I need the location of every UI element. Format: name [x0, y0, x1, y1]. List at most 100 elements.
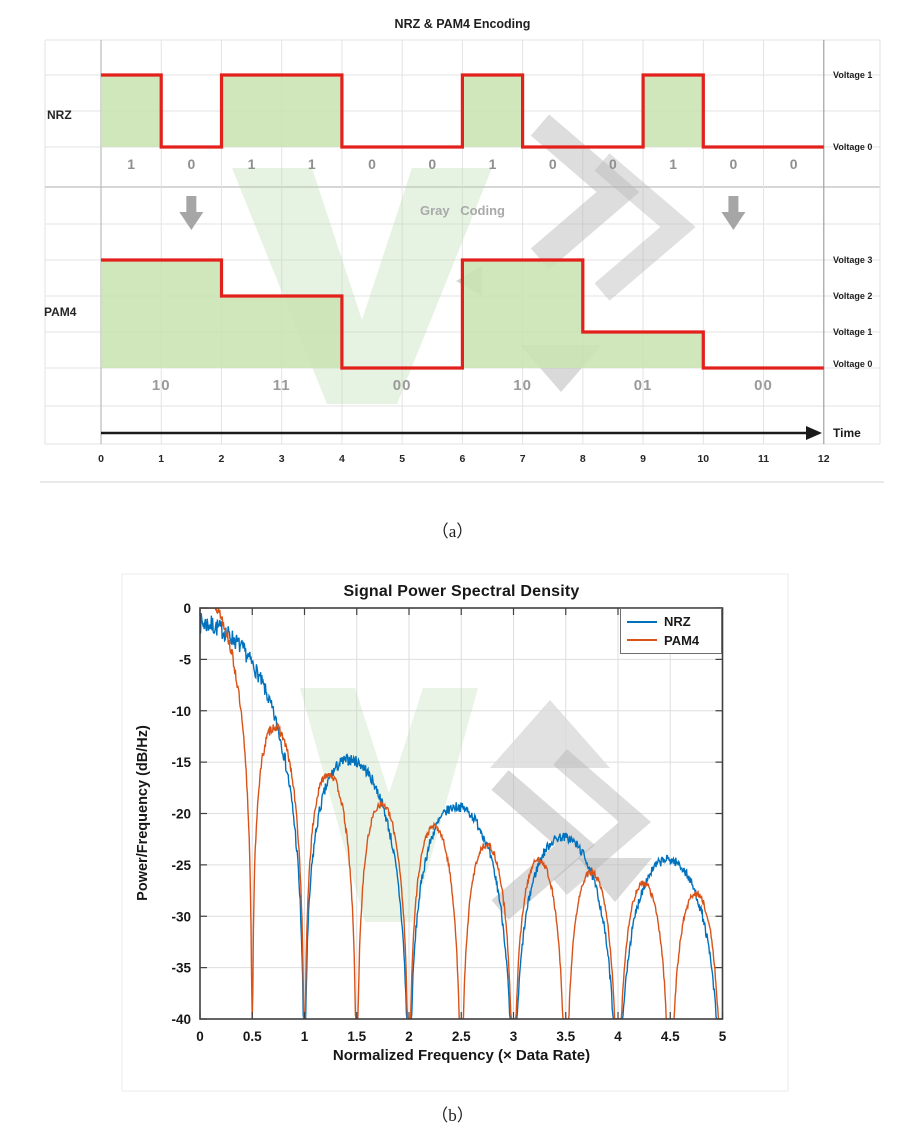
caption-a: （a） [431, 522, 474, 541]
pam4-symbol-label: 01 [634, 377, 653, 394]
voltage-label: Voltage 1 [833, 327, 873, 337]
time-arrowhead-icon [806, 426, 822, 440]
down-arrow-icon [721, 196, 746, 230]
x-tick-label: 2 [405, 1029, 413, 1044]
nrz-waveform [101, 73, 824, 149]
psd-tick-labels: 0 0.5 1 1.5 2 2.5 3 3.5 4 4.5 5 0 -5 -10 -15 -20 -25 -30 -… [171, 601, 726, 1044]
nrz-bit-label: 1 [669, 156, 677, 172]
nrz-bit-label: 0 [730, 156, 738, 172]
time-tick-label: 6 [459, 453, 465, 465]
pam4-fill [582, 332, 704, 368]
nrz-bit-label: 1 [248, 156, 256, 172]
nrz-row-label: NRZ [47, 108, 72, 122]
nrz-bit-label: 0 [187, 156, 195, 172]
watermark-chevron [594, 153, 696, 301]
time-axis: 0 1 2 3 4 5 6 7 8 9 10 11 12 [98, 426, 830, 465]
time-tick-label: 2 [219, 453, 225, 465]
time-tick-label: 9 [640, 453, 646, 465]
time-tick-label: 1 [158, 453, 164, 465]
nrz-bit-label: 1 [308, 156, 316, 172]
encoding-chart-canvas: 1 0 1 1 0 0 1 0 0 1 0 010 11 00 10 01 000 1 2 3 4 5 6 7 8 9 10 11 12 [40, 39, 884, 483]
pam4-fill [462, 260, 583, 368]
nrz-bit-label: 0 [790, 156, 798, 172]
x-tick-label: 0 [196, 1029, 204, 1044]
legend-label-nrz: NRZ [664, 614, 691, 630]
pam4-symbol-label: 10 [152, 377, 171, 394]
time-tick-label: 11 [758, 453, 769, 465]
psd-gridlines [200, 608, 723, 1019]
watermark-figure-b [300, 688, 652, 922]
voltage-label: Voltage 2 [833, 291, 873, 301]
down-arrow-icon [179, 196, 204, 230]
nrz-psd-curve [200, 613, 722, 1019]
pam4-waveform [101, 258, 824, 370]
pam4-fill [221, 296, 342, 368]
voltage-label: Voltage 0 [833, 359, 873, 369]
voltage-label: Voltage 3 [833, 255, 873, 265]
time-axis-label: Time [833, 426, 861, 440]
time-tick-label: 12 [818, 453, 830, 465]
legend-entry-pam4: PAM4 [627, 633, 715, 648]
x-tick-label: 1.5 [347, 1029, 366, 1044]
pam4-row-label: PAM4 [44, 305, 77, 319]
y-tick-label: -15 [171, 755, 191, 770]
time-tick-label: 4 [339, 453, 345, 465]
figure-b-edge [121, 573, 789, 1092]
voltage-label: Voltage 1 [833, 70, 873, 80]
watermark-triangle [578, 858, 652, 902]
nrz-bit-label: 0 [368, 156, 376, 172]
encoding-gridlines [40, 39, 884, 483]
pam4-symbol-label: 00 [754, 377, 773, 394]
gray-coding-label: Gray Coding [419, 203, 505, 218]
caption-b: （b） [431, 1106, 474, 1125]
watermark-triangle [490, 700, 610, 768]
time-tick-label: 8 [580, 453, 586, 465]
y-tick-label: -20 [171, 807, 191, 822]
x-tick-label: 3 [510, 1029, 518, 1044]
pam4-line-sample [627, 639, 657, 642]
watermark-v-logo [300, 688, 478, 922]
time-tick-label: 7 [520, 453, 526, 465]
nrz-high-fill [643, 75, 704, 147]
y-tick-label: -5 [179, 652, 191, 667]
x-tick-label: 3.5 [556, 1029, 575, 1044]
x-tick-label: 4.5 [661, 1029, 680, 1044]
x-tick-label: 4 [614, 1029, 622, 1044]
nrz-high-fill [221, 75, 342, 147]
psd-chart-title: Signal Power Spectral Density [343, 583, 580, 600]
time-tick-label: 10 [697, 453, 709, 465]
y-tick-label: -25 [171, 858, 191, 873]
nrz-bit-label: 0 [549, 156, 557, 172]
y-tick-label: -10 [171, 704, 191, 719]
pam4-fill [101, 260, 222, 368]
pam4-psd-curve [200, 608, 722, 1019]
nrz-bit-label: 0 [428, 156, 436, 172]
x-tick-label: 0.5 [243, 1029, 262, 1044]
pam4-symbol-labels: 10 11 00 10 01 00 [152, 377, 773, 394]
pam4-trace [101, 258, 824, 370]
watermark-v-logo [232, 168, 492, 404]
time-tick-label: 0 [98, 453, 104, 465]
pam4-symbol-label: 00 [393, 377, 412, 394]
psd-curves [200, 608, 722, 1019]
nrz-bit-label: 1 [489, 156, 497, 172]
encoding-chart-title: NRZ & PAM4 Encoding [394, 17, 531, 31]
psd-y-axis-label: Power/Frequency (dB/Hz) [135, 725, 151, 901]
y-tick-label: -30 [171, 909, 191, 924]
psd-chart-canvas: 0 0.5 1 1.5 2 2.5 3 3.5 4 4.5 5 0 -5 -10 -15 -20 -25 -30 -… [121, 573, 789, 1092]
x-tick-label: 5 [719, 1029, 727, 1044]
y-tick-label: 0 [183, 601, 191, 616]
nrz-bit-label: 1 [127, 156, 135, 172]
nrz-bit-label: 0 [609, 156, 617, 172]
pam4-symbol-label: 11 [273, 377, 291, 394]
x-tick-label: 2.5 [452, 1029, 471, 1044]
y-tick-label: -35 [171, 961, 191, 976]
nrz-high-fill [462, 75, 523, 147]
y-tick-label: -40 [171, 1012, 191, 1027]
time-tick-label: 5 [399, 453, 405, 465]
time-tick-label: 3 [279, 453, 285, 465]
legend: NRZ PAM4 [620, 608, 722, 654]
psd-x-axis-label: Normalized Frequency (× Data Rate) [332, 1047, 591, 1064]
legend-entry-nrz: NRZ [627, 614, 715, 629]
nrz-high-fill [101, 75, 162, 147]
